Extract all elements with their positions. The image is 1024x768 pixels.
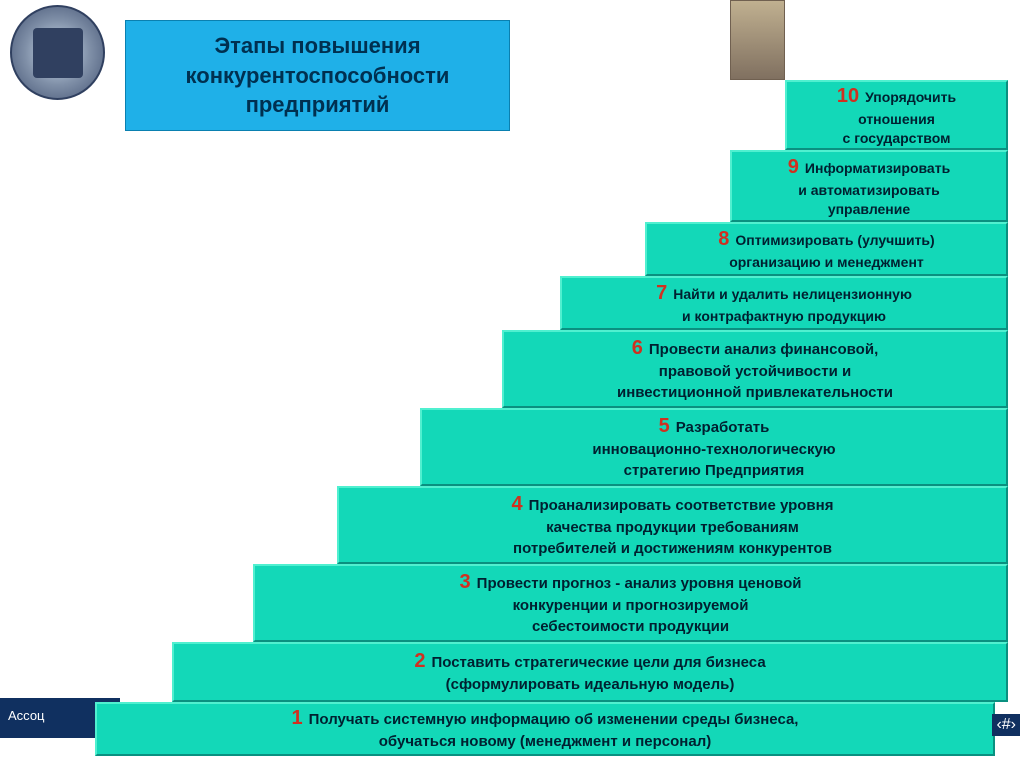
step-number: 10 [837, 85, 859, 107]
step-number: 2 [414, 650, 425, 672]
logo-emblem [10, 5, 105, 100]
step-text: 7Найти и удалить нелицензионнуюи контраф… [656, 280, 912, 326]
step-number: 6 [632, 337, 643, 359]
step-text: 3Провести прогноз - анализ уровня ценово… [460, 569, 802, 637]
step-text: 10Упорядочитьотношенияс государством [837, 83, 956, 148]
step-number: 7 [656, 282, 667, 304]
step-10: 10Упорядочитьотношенияс государством [785, 80, 1008, 150]
decorative-photo [730, 0, 785, 80]
step-text: 4Проанализировать соответствие уровнякач… [512, 491, 834, 559]
step-text: 1Получать системную информацию об измене… [292, 705, 799, 752]
step-text: 6Провести анализ финансовой,правовой уст… [617, 335, 893, 403]
step-4: 4Проанализировать соответствие уровнякач… [337, 486, 1008, 564]
step-number: 1 [292, 707, 303, 729]
step-1: 1Получать системную информацию об измене… [95, 702, 995, 756]
step-8: 8Оптимизировать (улучшить)организацию и … [645, 222, 1008, 276]
step-9: 9Информатизироватьи автоматизироватьупра… [730, 150, 1008, 222]
step-number: 9 [788, 156, 799, 178]
step-2: 2Поставить стратегические цели для бизне… [172, 642, 1008, 702]
logo-inner-icon [33, 28, 83, 78]
main-title: Этапы повышения конкурентоспособности пр… [125, 20, 510, 131]
page-number-placeholder: ‹#› [992, 714, 1020, 736]
step-number: 8 [718, 228, 729, 250]
step-3: 3Провести прогноз - анализ уровня ценово… [253, 564, 1008, 642]
step-6: 6Провести анализ финансовой,правовой уст… [502, 330, 1008, 408]
step-7: 7Найти и удалить нелицензионнуюи контраф… [560, 276, 1008, 330]
step-5: 5Разработатьинновационно-технологическую… [420, 408, 1008, 486]
step-text: 5Разработатьинновационно-технологическую… [592, 413, 835, 481]
step-text: 2Поставить стратегические цели для бизне… [414, 648, 765, 695]
step-text: 9Информатизироватьи автоматизироватьупра… [788, 154, 950, 219]
step-number: 3 [460, 571, 471, 593]
step-text: 8Оптимизировать (улучшить)организацию и … [718, 226, 934, 272]
step-number: 5 [659, 415, 670, 437]
step-number: 4 [512, 493, 523, 515]
